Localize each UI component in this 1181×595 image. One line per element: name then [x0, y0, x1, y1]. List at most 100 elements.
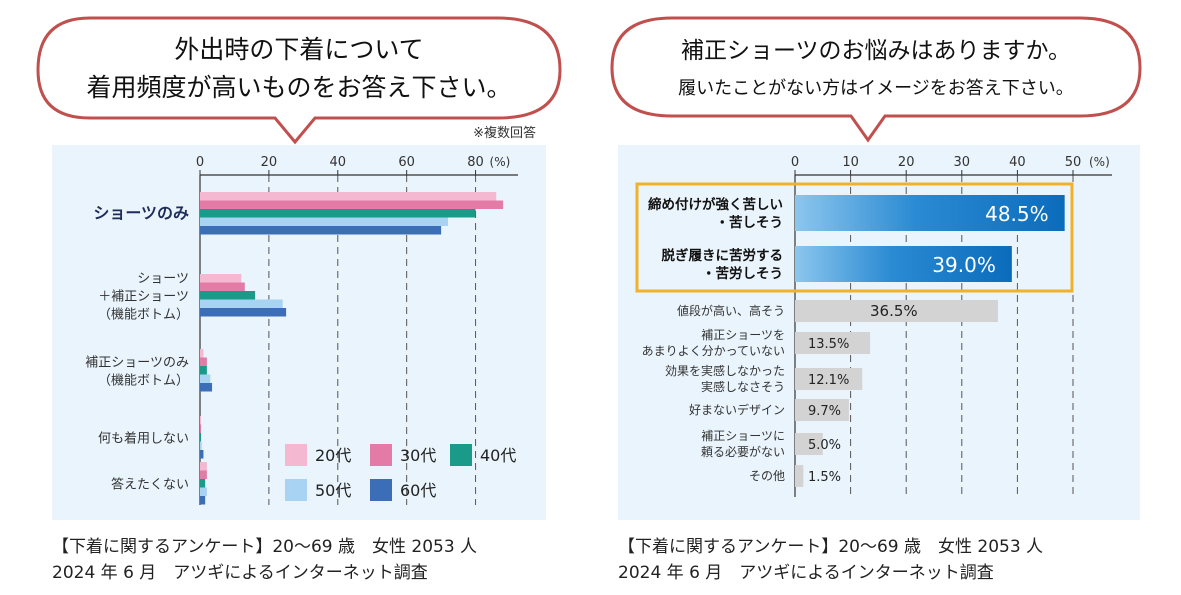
- left-bubble-line2: 着用頻度が高いものをお答え下さい。: [86, 73, 511, 102]
- legend-swatch-60代: [370, 479, 392, 501]
- right-x-tick-label: 0: [791, 155, 799, 170]
- right-bar: [795, 332, 871, 354]
- right-chart: 0 10 20 30 40 50 (%) 48.5% 締め付けが強く苦しい・苦しそう 39.0% 脱…: [635, 155, 1112, 497]
- right-bubble-line2: 履いたことがない方はイメージをお答え下さい。: [678, 78, 1074, 99]
- right-caption-line2: 2024 年 6 月 アツギによるインターネット調査: [618, 563, 994, 583]
- left-bar-40代: [200, 479, 206, 488]
- left-bar-20代: [200, 192, 497, 201]
- right-category-label: その他: [749, 469, 785, 483]
- left-unit-label: (%): [490, 155, 511, 169]
- left-bar-20代: [200, 274, 242, 283]
- left-bar-30代: [200, 424, 202, 433]
- legend-swatch-20代: [285, 444, 307, 466]
- left-category-label: ショーツ: [137, 271, 189, 286]
- left-bar-60代: [200, 496, 206, 505]
- right-bar-highlight: [795, 195, 1065, 231]
- left-category-label: ＋補正ショーツ: [98, 289, 189, 304]
- left-bar-50代: [200, 217, 448, 226]
- right-category-label: 補正ショーツを: [701, 328, 785, 342]
- left-caption-line2: 2024 年 6 月 アツギによるインターネット調査: [52, 563, 428, 583]
- left-category-label: 何も着用しない: [98, 430, 189, 446]
- multiple-answer-note: ※複数回答: [473, 125, 536, 141]
- right-bar-value-label: 5.0%: [808, 438, 841, 453]
- left-bubble-shape: [36, 16, 562, 145]
- left-bar-60代: [200, 226, 442, 235]
- right-bubble-line1: 補正ショーツのお悩みはありますか。: [681, 38, 1071, 64]
- left-category-label: （機能ボトム）: [98, 307, 189, 322]
- left-bar-60代: [200, 383, 213, 392]
- right-category-label: 実感しなさそう: [701, 379, 785, 394]
- right-unit-label: (%): [1089, 155, 1110, 169]
- right-bar-value-label: 36.5%: [870, 302, 918, 320]
- legend-swatch-50代: [285, 479, 307, 501]
- right-bar: [795, 300, 998, 322]
- left-caption: 【下着に関するアンケート】20〜69 歳 女性 2053 人 2024 年 6 …: [52, 534, 477, 586]
- left-x-tick-label: 80: [467, 155, 484, 170]
- left-question-bubble: 外出時の下着について 着用頻度が高いものをお答え下さい。: [36, 16, 562, 145]
- left-bar-40代: [200, 366, 207, 375]
- left-bar-20代: [200, 416, 202, 425]
- legend-swatch-40代: [450, 444, 472, 466]
- left-bar-50代: [200, 441, 202, 450]
- legend-label-30代: 30代: [400, 446, 436, 465]
- left-bar-40代: [200, 433, 202, 442]
- right-category-label: 締め付けが強く苦しい: [648, 196, 783, 213]
- right-x-tick-label: 40: [1009, 155, 1026, 170]
- right-bar-value-label: 39.0%: [932, 253, 996, 277]
- left-bar-30代: [200, 357, 207, 366]
- right-category-label: 頼る必要がない: [701, 444, 785, 459]
- right-bar-highlight: [795, 246, 1012, 282]
- left-category-label: 答えたくない: [111, 476, 189, 492]
- left-bubble-line1: 外出時の下着について: [174, 35, 423, 64]
- left-category-label: ショーツのみ: [93, 203, 189, 222]
- left-bar-30代: [200, 200, 504, 209]
- right-bar: [795, 368, 863, 390]
- right-category-label: 効果を実感しなかった: [665, 363, 785, 378]
- left-bar-20代: [200, 349, 204, 358]
- right-bar-value-label: 48.5%: [985, 202, 1049, 226]
- right-category-label: ・苦しそう: [716, 214, 784, 231]
- right-bubble-shape: [610, 16, 1142, 143]
- left-bar-50代: [200, 487, 207, 496]
- legend-label-50代: 50代: [315, 481, 351, 500]
- legend-swatch-30代: [370, 444, 392, 466]
- right-bar: [795, 465, 804, 487]
- right-bar-value-label: 1.5%: [808, 470, 841, 485]
- left-caption-line1: 【下着に関するアンケート】20〜69 歳 女性 2053 人: [52, 537, 478, 557]
- left-bar-20代: [200, 462, 207, 471]
- left-bar-40代: [200, 291, 256, 300]
- left-category-label: 補正ショーツのみ: [85, 355, 189, 370]
- left-bar-50代: [200, 374, 211, 383]
- legend-label-20代: 20代: [315, 446, 351, 465]
- legend-label-60代: 60代: [400, 481, 436, 500]
- left-bar-60代: [200, 308, 287, 317]
- right-category-label: ・苦労しそう: [702, 265, 783, 282]
- legend-label-40代: 40代: [480, 446, 516, 465]
- left-bar-40代: [200, 209, 476, 218]
- right-bar-value-label: 9.7%: [808, 404, 841, 419]
- right-category-label: 値段が高い、高そう: [677, 303, 785, 318]
- left-bar-30代: [200, 282, 245, 291]
- right-x-tick-label: 50: [1065, 155, 1082, 170]
- right-bar: [795, 433, 823, 455]
- right-category-label: 好まないデザイン: [689, 402, 785, 417]
- right-bar: [795, 399, 849, 421]
- right-category-label: あまりよく分かっていない: [642, 344, 785, 358]
- right-x-tick-label: 30: [954, 155, 971, 170]
- left-x-tick-label: 20: [261, 155, 278, 170]
- left-bar-30代: [200, 470, 207, 479]
- left-bar-50代: [200, 299, 283, 308]
- left-x-tick-label: 60: [398, 155, 415, 170]
- right-bar-value-label: 13.5%: [808, 337, 849, 352]
- right-x-tick-label: 10: [842, 155, 859, 170]
- left-x-tick-label: 0: [196, 155, 204, 170]
- right-bar-value-label: 12.1%: [808, 373, 849, 388]
- right-category-label: 脱ぎ履きに苦労する: [662, 247, 784, 264]
- top-answers-highlight-box: [635, 182, 1074, 293]
- right-caption-line1: 【下着に関するアンケート】20〜69 歳 女性 2053 人: [618, 537, 1044, 557]
- left-bar-60代: [200, 450, 204, 459]
- left-x-tick-label: 40: [330, 155, 347, 170]
